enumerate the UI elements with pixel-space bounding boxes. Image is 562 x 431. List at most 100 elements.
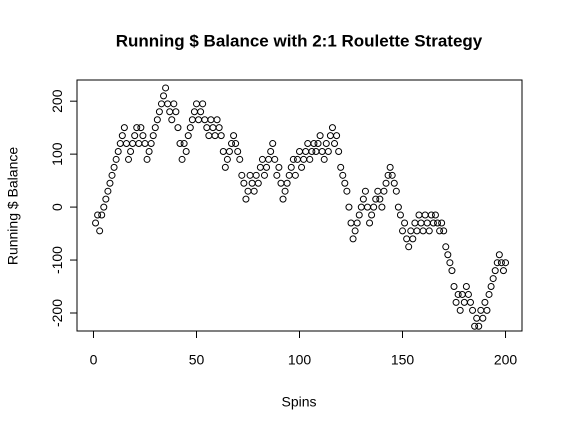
point xyxy=(174,124,182,132)
point xyxy=(333,132,341,140)
point xyxy=(382,179,390,187)
point xyxy=(347,219,355,227)
point xyxy=(351,227,359,235)
point xyxy=(114,147,122,155)
point xyxy=(331,140,339,148)
x-axis-label: Spins xyxy=(281,394,316,410)
point xyxy=(283,179,291,187)
point xyxy=(250,187,258,195)
point xyxy=(145,147,153,155)
point xyxy=(232,140,240,148)
point xyxy=(234,147,242,155)
point xyxy=(302,147,310,155)
y-tick-label: 100 xyxy=(49,142,65,166)
point xyxy=(372,195,380,203)
point xyxy=(477,306,485,314)
point xyxy=(289,155,297,163)
point xyxy=(277,179,285,187)
point xyxy=(318,147,326,155)
point xyxy=(215,124,223,132)
x-tick-label: 150 xyxy=(391,352,415,368)
point xyxy=(341,179,349,187)
point xyxy=(102,195,110,203)
point xyxy=(244,187,252,195)
point xyxy=(230,132,238,140)
point xyxy=(396,211,404,219)
point xyxy=(466,298,474,306)
point xyxy=(240,179,248,187)
point xyxy=(211,132,219,140)
point xyxy=(298,163,306,171)
point xyxy=(308,147,316,155)
point xyxy=(258,155,266,163)
point xyxy=(376,195,384,203)
point xyxy=(473,314,481,322)
point xyxy=(462,283,470,291)
y-tick-label: -100 xyxy=(49,246,65,274)
point xyxy=(112,155,120,163)
point xyxy=(394,203,402,211)
point xyxy=(127,147,135,155)
point xyxy=(487,283,495,291)
point xyxy=(260,171,268,179)
point xyxy=(314,140,322,148)
point xyxy=(409,235,417,243)
point xyxy=(219,147,227,155)
point xyxy=(131,132,139,140)
point xyxy=(310,140,318,148)
point xyxy=(110,163,118,171)
point xyxy=(429,219,437,227)
point xyxy=(343,187,351,195)
point xyxy=(456,306,464,314)
y-tick-label: -200 xyxy=(49,299,65,327)
point xyxy=(168,116,176,124)
point xyxy=(149,132,157,140)
point xyxy=(328,124,336,132)
point xyxy=(502,259,510,267)
chart-title: Running $ Balance with 2:1 Roulette Stra… xyxy=(116,31,483,50)
point xyxy=(205,132,213,140)
point xyxy=(133,124,141,132)
point xyxy=(203,124,211,132)
point xyxy=(246,171,254,179)
point xyxy=(254,179,262,187)
point xyxy=(442,243,450,251)
point xyxy=(345,203,353,211)
point xyxy=(143,155,151,163)
point xyxy=(221,163,229,171)
point xyxy=(363,203,371,211)
point xyxy=(335,147,343,155)
point xyxy=(306,155,314,163)
point xyxy=(390,179,398,187)
point xyxy=(186,124,194,132)
point xyxy=(275,163,283,171)
point xyxy=(116,140,124,148)
point xyxy=(252,171,260,179)
point xyxy=(491,267,499,275)
point xyxy=(415,211,423,219)
point xyxy=(238,171,246,179)
point xyxy=(479,314,487,322)
point xyxy=(384,171,392,179)
point xyxy=(172,108,180,116)
point xyxy=(137,124,145,132)
point xyxy=(440,227,448,235)
point xyxy=(458,290,466,298)
point xyxy=(217,132,225,140)
point xyxy=(499,267,507,275)
point xyxy=(135,140,143,148)
point xyxy=(417,219,425,227)
point xyxy=(469,306,477,314)
point xyxy=(223,155,231,163)
point xyxy=(460,298,468,306)
y-tick-label: 200 xyxy=(49,89,65,113)
point xyxy=(489,275,497,283)
point xyxy=(287,163,295,171)
point xyxy=(199,100,207,108)
point xyxy=(405,243,413,251)
point xyxy=(464,290,472,298)
point xyxy=(190,108,198,116)
point xyxy=(454,290,462,298)
point xyxy=(425,227,433,235)
point xyxy=(423,219,431,227)
